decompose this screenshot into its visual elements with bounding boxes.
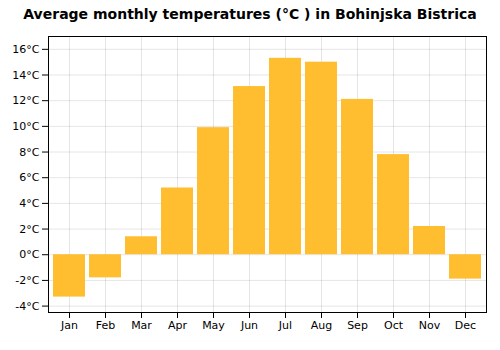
svg-text:Sep: Sep xyxy=(347,319,368,332)
svg-text:Jan: Jan xyxy=(60,319,78,332)
svg-text:0°C: 0°C xyxy=(19,248,39,261)
svg-text:14°C: 14°C xyxy=(12,69,39,82)
svg-text:Feb: Feb xyxy=(96,319,115,332)
svg-text:16°C: 16°C xyxy=(12,43,39,56)
svg-text:May: May xyxy=(202,319,225,332)
svg-text:Oct: Oct xyxy=(384,319,404,332)
svg-text:Mar: Mar xyxy=(131,319,152,332)
svg-text:8°C: 8°C xyxy=(19,146,39,159)
svg-text:Nov: Nov xyxy=(419,319,441,332)
svg-text:Dec: Dec xyxy=(455,319,476,332)
svg-text:10°C: 10°C xyxy=(12,120,39,133)
svg-text:12°C: 12°C xyxy=(12,94,39,107)
svg-text:-4°C: -4°C xyxy=(15,300,39,313)
html-text:Average monthly temperatures (: Average monthly temperatures (°C ) in Bo… xyxy=(23,6,477,22)
svg-text:-2°C: -2°C xyxy=(15,274,39,287)
svg-text:Aug: Aug xyxy=(311,319,332,332)
svg-text:6°C: 6°C xyxy=(19,171,39,184)
svg-text:Apr: Apr xyxy=(168,319,188,332)
svg-text:Jul: Jul xyxy=(278,319,292,332)
svg-text:2°C: 2°C xyxy=(19,223,39,236)
svg-text:Jun: Jun xyxy=(240,319,258,332)
svg-text:4°C: 4°C xyxy=(19,197,39,210)
